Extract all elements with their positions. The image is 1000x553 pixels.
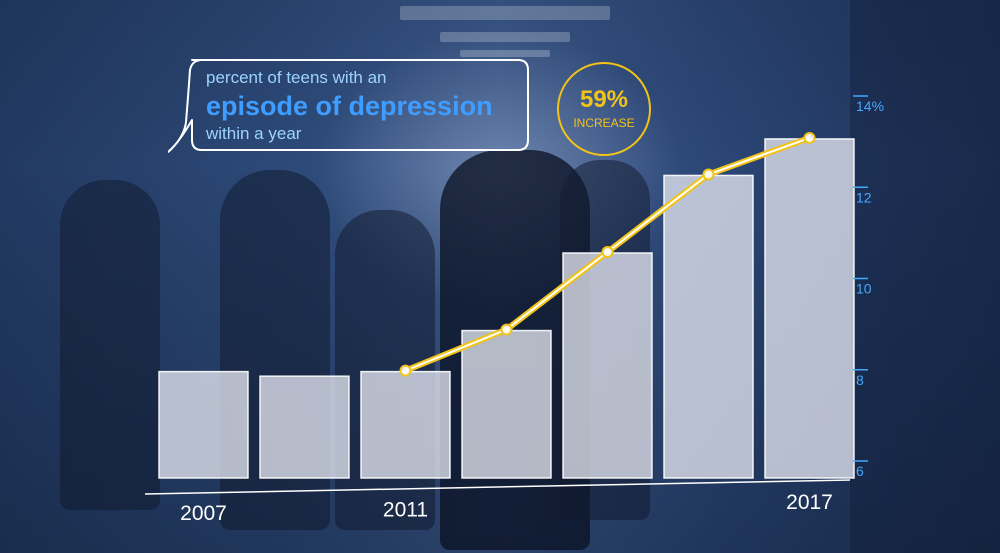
bar-2008 bbox=[259, 375, 350, 479]
y-tick-label: 12 bbox=[856, 189, 872, 205]
ceiling-light bbox=[400, 6, 610, 20]
trend-point-2011 bbox=[399, 364, 412, 377]
bar-2012 bbox=[461, 329, 552, 479]
bar-2014 bbox=[562, 252, 653, 479]
bar-2017 bbox=[764, 138, 855, 479]
x-axis-baseline bbox=[144, 479, 851, 495]
callout-line-1: percent of teens with an bbox=[206, 68, 387, 87]
ceiling-light bbox=[440, 32, 570, 42]
locker-wall bbox=[850, 0, 1000, 553]
bar-2011 bbox=[360, 370, 451, 479]
y-tick-label: 6 bbox=[856, 463, 864, 479]
increase-badge: 59% INCREASE bbox=[557, 62, 651, 156]
student-silhouette bbox=[60, 180, 160, 510]
bar-2015 bbox=[663, 174, 754, 479]
chart-title-callout: percent of teens with an episode of depr… bbox=[168, 58, 530, 154]
ceiling-light bbox=[460, 50, 550, 57]
increase-label: INCREASE bbox=[573, 116, 635, 130]
trend-point-2012 bbox=[500, 323, 513, 336]
trend-point-2017 bbox=[803, 131, 816, 144]
bar-2007 bbox=[158, 370, 249, 479]
x-tick-label: 2007 bbox=[180, 502, 227, 525]
x-tick-label: 2011 bbox=[383, 498, 428, 521]
x-tick-label: 2017 bbox=[786, 491, 833, 514]
callout-line-2: episode of depression bbox=[206, 91, 493, 121]
y-tick-label: 8 bbox=[856, 372, 864, 388]
y-tick-label: 10 bbox=[856, 281, 872, 297]
trend-point-2015 bbox=[702, 168, 715, 181]
trend-point-2014 bbox=[601, 246, 614, 258]
y-tick-label: 14% bbox=[856, 98, 884, 114]
increase-percent: 59% bbox=[579, 86, 629, 113]
speech-bubble bbox=[168, 59, 529, 153]
callout-line-3: within a year bbox=[206, 124, 302, 143]
